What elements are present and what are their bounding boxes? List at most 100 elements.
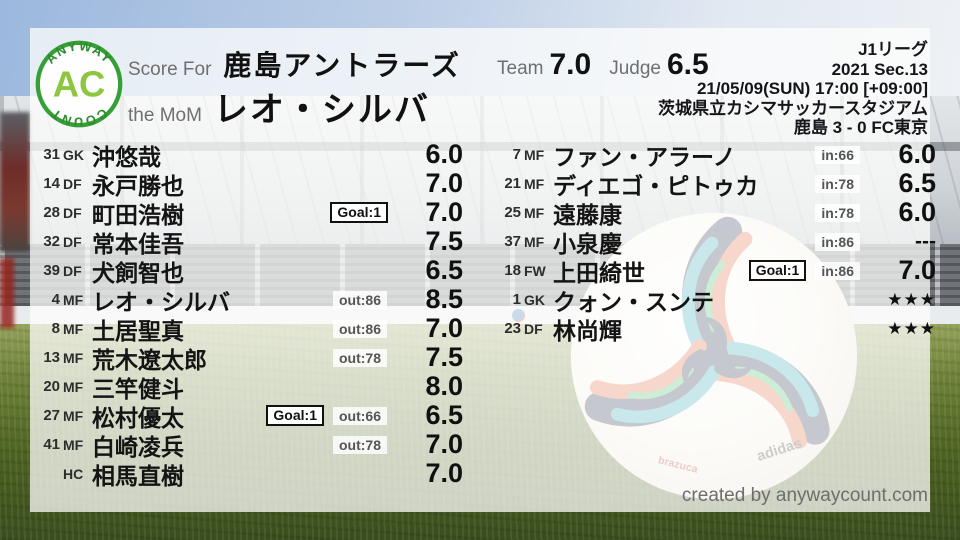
substitution-badge: in:86 xyxy=(815,261,860,280)
player-number: 20 xyxy=(43,378,60,395)
player-position: DF xyxy=(63,262,82,279)
player-position: DF xyxy=(63,204,82,221)
player-name: 沖悠哉 xyxy=(92,143,161,170)
player-number: 21 xyxy=(504,175,521,192)
player-number: 31 xyxy=(43,146,60,163)
player-row: 8 MF 土居聖真 out:86 7.0 xyxy=(33,313,463,344)
player-number: 27 xyxy=(43,407,60,424)
player-position: MF xyxy=(63,291,84,308)
player-position: MF xyxy=(524,204,545,221)
player-name: 三竿健斗 xyxy=(92,375,184,402)
kickoff-datetime: 21/05/09(SUN) 17:00 [+09:00] xyxy=(696,79,928,98)
player-score: ★★★ xyxy=(887,289,936,309)
player-name: 林尚輝 xyxy=(553,317,622,344)
player-name: 荒木遼太郎 xyxy=(92,346,207,373)
player-number: 25 xyxy=(504,204,521,221)
player-position: MF xyxy=(524,233,545,250)
player-position: DF xyxy=(524,320,543,337)
player-position: MF xyxy=(524,175,545,192)
team-score-value: 7.0 xyxy=(549,48,592,81)
player-position: MF xyxy=(63,436,84,453)
team-judge-scores: Team 7.0 Judge 6.5 xyxy=(497,48,727,82)
substitution-badge: out:78 xyxy=(333,348,387,367)
player-name: 上田綺世 xyxy=(553,259,645,286)
player-position: GK xyxy=(524,291,545,308)
player-row: 14 DF 永戸勝也 7.0 xyxy=(33,168,463,199)
substitution-badge: out:86 xyxy=(333,290,387,309)
player-number: 7 xyxy=(512,146,521,163)
league-name: J1リーグ xyxy=(858,40,928,59)
match-result: 鹿島 3 - 0 FC東京 xyxy=(793,118,928,137)
mom-line: the MoM レオ・シルバ xyxy=(128,82,430,131)
score-for-label: Score For xyxy=(128,59,212,80)
player-row: 32 DF 常本佳吾 7.5 xyxy=(33,226,463,257)
substitutes-column: 7 MF ファン・アラーノ in:66 6.0 21 MF ディエゴ・ピトゥカ … xyxy=(494,139,936,344)
player-row: 25 MF 遠藤康 in:78 6.0 xyxy=(494,197,936,228)
mom-name: レオ・シルバ xyxy=(213,91,430,129)
player-row: 27 MF 松村優太 Goal:1 out:66 6.5 xyxy=(33,400,463,431)
player-score: 7.0 xyxy=(425,458,463,488)
player-number: 18 xyxy=(504,262,521,279)
player-score: 7.0 xyxy=(425,313,463,343)
player-position: MF xyxy=(63,407,84,424)
player-name: 松村優太 xyxy=(92,404,184,431)
team-name: 鹿島アントラーズ xyxy=(223,50,461,81)
player-position: MF xyxy=(524,146,545,163)
player-number: 39 xyxy=(43,262,60,279)
player-position: MF xyxy=(63,349,84,366)
substitution-badge: in:78 xyxy=(815,203,860,222)
player-number: 37 xyxy=(504,233,521,250)
substitution-badge: in:86 xyxy=(815,232,860,251)
anywaycount-logo: ANYWAY COUNT AC xyxy=(35,38,123,130)
player-row: 18 FW 上田綺世 Goal:1 in:86 7.0 xyxy=(494,255,936,286)
substitution-badge: out:86 xyxy=(333,319,387,338)
player-name: 小泉慶 xyxy=(553,230,622,257)
player-name: 常本佳吾 xyxy=(92,230,184,257)
logo-circle xyxy=(35,40,123,128)
player-name: レオ・シルバ xyxy=(92,288,230,315)
player-number: 32 xyxy=(43,233,60,250)
player-name: 土居聖真 xyxy=(92,317,184,344)
player-name: 白崎凌兵 xyxy=(92,433,184,460)
judge-score-label: Judge xyxy=(609,58,661,79)
player-row: 7 MF ファン・アラーノ in:66 6.0 xyxy=(494,139,936,170)
player-position: FW xyxy=(524,262,546,279)
player-row: 4 MF レオ・シルバ out:86 8.5 xyxy=(33,284,463,315)
player-score: 6.0 xyxy=(898,139,936,169)
player-position: DF xyxy=(63,233,82,250)
player-name: 相馬直樹 xyxy=(92,462,184,489)
player-number: 13 xyxy=(43,349,60,366)
logo-ac-text: AC xyxy=(53,63,106,104)
player-score: 7.5 xyxy=(425,342,463,372)
team-score-label: Team xyxy=(497,58,544,79)
player-score: 7.5 xyxy=(425,226,463,256)
player-position: GK xyxy=(63,146,84,163)
player-row: HC 相馬直樹 7.0 xyxy=(33,458,463,489)
player-score: 6.5 xyxy=(425,255,463,285)
player-position: MF xyxy=(63,378,84,395)
player-name: ファン・アラーノ xyxy=(553,143,736,170)
player-position: MF xyxy=(63,320,84,337)
left-edge-red-object xyxy=(0,258,14,328)
substitution-badge: out:78 xyxy=(333,435,387,454)
player-row: 37 MF 小泉慶 in:86 --- xyxy=(494,227,936,257)
player-row: 20 MF 三竿健斗 8.0 xyxy=(33,371,463,402)
player-position: HC xyxy=(63,465,84,482)
player-row: 31 GK 沖悠哉 6.0 xyxy=(33,139,463,170)
judge-score-value: 6.5 xyxy=(666,48,709,81)
player-score: 7.0 xyxy=(898,255,936,285)
player-score: --- xyxy=(915,229,936,253)
player-number: 41 xyxy=(43,436,60,453)
player-score: 6.0 xyxy=(425,139,463,169)
player-row: 41 MF 白崎凌兵 out:78 7.0 xyxy=(33,429,463,460)
player-name: クォン・スンテ xyxy=(553,288,714,315)
player-number: 28 xyxy=(43,204,60,221)
substitution-badge: in:78 xyxy=(815,174,860,193)
player-name: 犬飼智也 xyxy=(92,259,184,286)
player-name: 遠藤康 xyxy=(553,201,622,228)
season-section: 2021 Sec.13 xyxy=(831,59,928,79)
player-score: 6.5 xyxy=(898,168,936,198)
player-score: 7.0 xyxy=(425,197,463,227)
